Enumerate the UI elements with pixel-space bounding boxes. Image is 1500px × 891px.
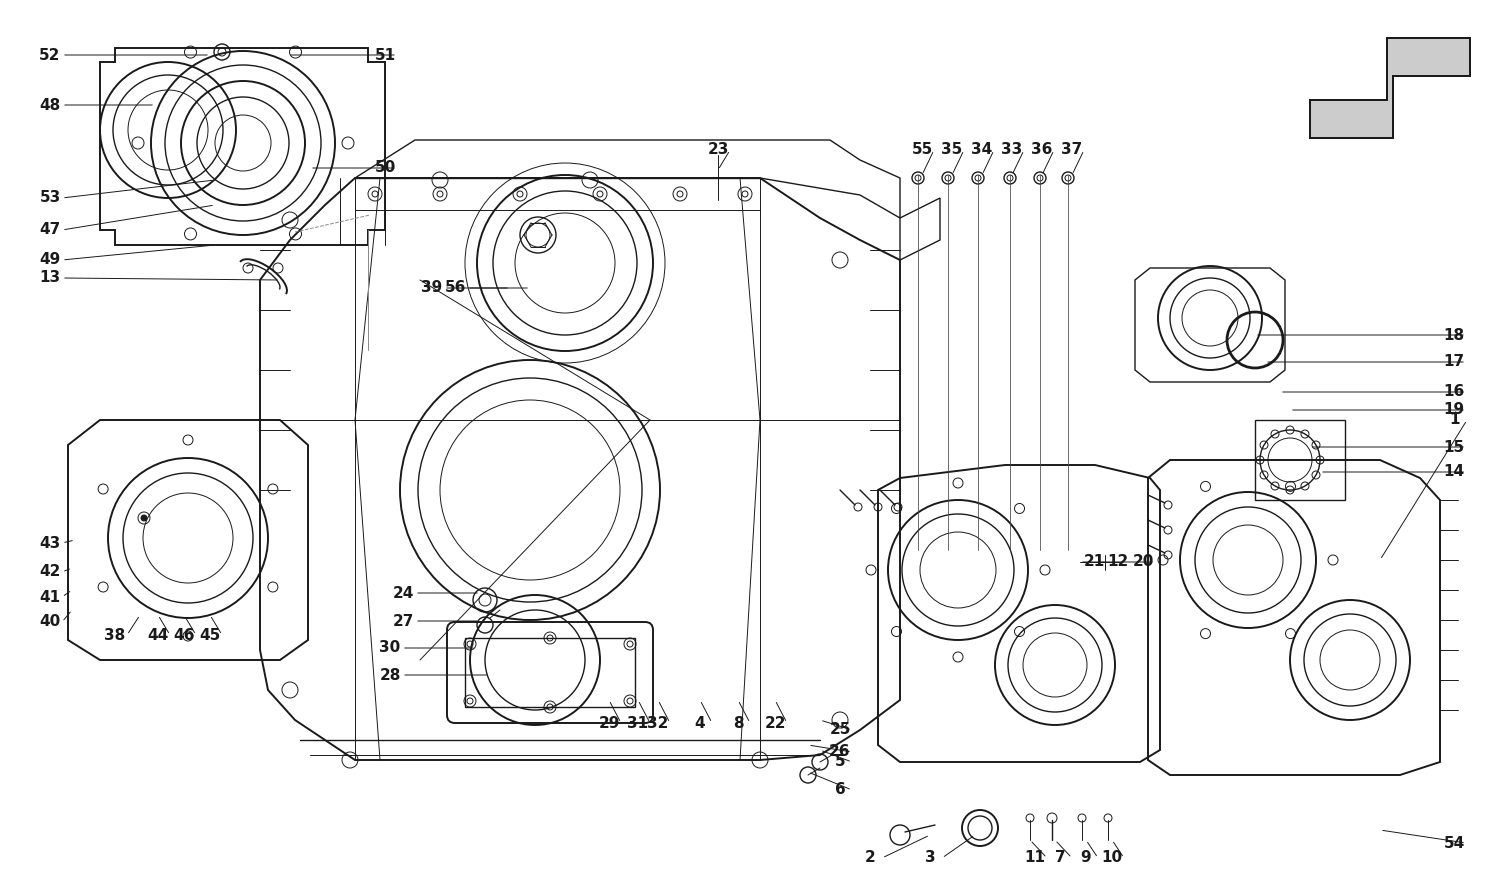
Text: 32: 32 <box>648 715 669 731</box>
Text: 47: 47 <box>39 223 60 238</box>
Text: 54: 54 <box>1443 836 1464 851</box>
Text: 9: 9 <box>1080 851 1092 865</box>
Text: 48: 48 <box>39 97 60 112</box>
Text: 42: 42 <box>39 565 60 579</box>
Text: 16: 16 <box>1443 385 1464 399</box>
Text: 11: 11 <box>1024 851 1045 865</box>
Text: 12: 12 <box>1107 554 1128 569</box>
Text: 38: 38 <box>105 627 126 642</box>
Text: 30: 30 <box>380 641 400 656</box>
Text: 28: 28 <box>380 667 400 683</box>
Text: 21: 21 <box>1083 554 1104 569</box>
Bar <box>465 638 634 707</box>
Text: 15: 15 <box>1443 439 1464 454</box>
Text: 53: 53 <box>39 191 60 206</box>
Text: 39: 39 <box>422 281 442 296</box>
Text: 50: 50 <box>375 160 396 176</box>
Text: 10: 10 <box>1101 851 1122 865</box>
Text: 3: 3 <box>924 851 936 865</box>
Text: 56: 56 <box>444 281 465 296</box>
Text: 20: 20 <box>1132 554 1154 569</box>
Text: 41: 41 <box>39 590 60 604</box>
Text: 13: 13 <box>39 271 60 285</box>
Text: 55: 55 <box>912 143 933 158</box>
Text: 26: 26 <box>830 745 850 759</box>
Text: 4: 4 <box>694 715 705 731</box>
Polygon shape <box>1310 38 1470 138</box>
Text: 19: 19 <box>1443 403 1464 418</box>
Text: 7: 7 <box>1054 851 1065 865</box>
Text: 33: 33 <box>1002 143 1023 158</box>
Bar <box>1256 420 1346 500</box>
Text: 6: 6 <box>834 782 846 797</box>
Text: 18: 18 <box>1443 328 1464 342</box>
Text: 40: 40 <box>39 615 60 630</box>
Circle shape <box>141 515 147 521</box>
Text: 43: 43 <box>39 535 60 551</box>
Text: 49: 49 <box>39 252 60 267</box>
Text: 17: 17 <box>1443 355 1464 370</box>
Text: 1: 1 <box>1449 413 1460 428</box>
Text: 25: 25 <box>830 723 850 738</box>
Text: 24: 24 <box>393 585 414 601</box>
Text: 45: 45 <box>200 627 220 642</box>
Text: 51: 51 <box>375 47 396 62</box>
Text: 44: 44 <box>147 627 168 642</box>
Text: 46: 46 <box>174 627 195 642</box>
Text: 34: 34 <box>972 143 993 158</box>
Text: 35: 35 <box>942 143 963 158</box>
Text: 36: 36 <box>1032 143 1053 158</box>
Text: 2: 2 <box>864 851 876 865</box>
Text: 37: 37 <box>1062 143 1083 158</box>
Text: 31: 31 <box>627 715 648 731</box>
Text: 52: 52 <box>39 47 60 62</box>
Text: 22: 22 <box>764 715 786 731</box>
Text: 27: 27 <box>393 614 414 628</box>
Text: 8: 8 <box>732 715 744 731</box>
Text: 23: 23 <box>708 143 729 158</box>
Text: 14: 14 <box>1443 464 1464 479</box>
Text: 5: 5 <box>834 755 846 770</box>
Text: 29: 29 <box>598 715 619 731</box>
